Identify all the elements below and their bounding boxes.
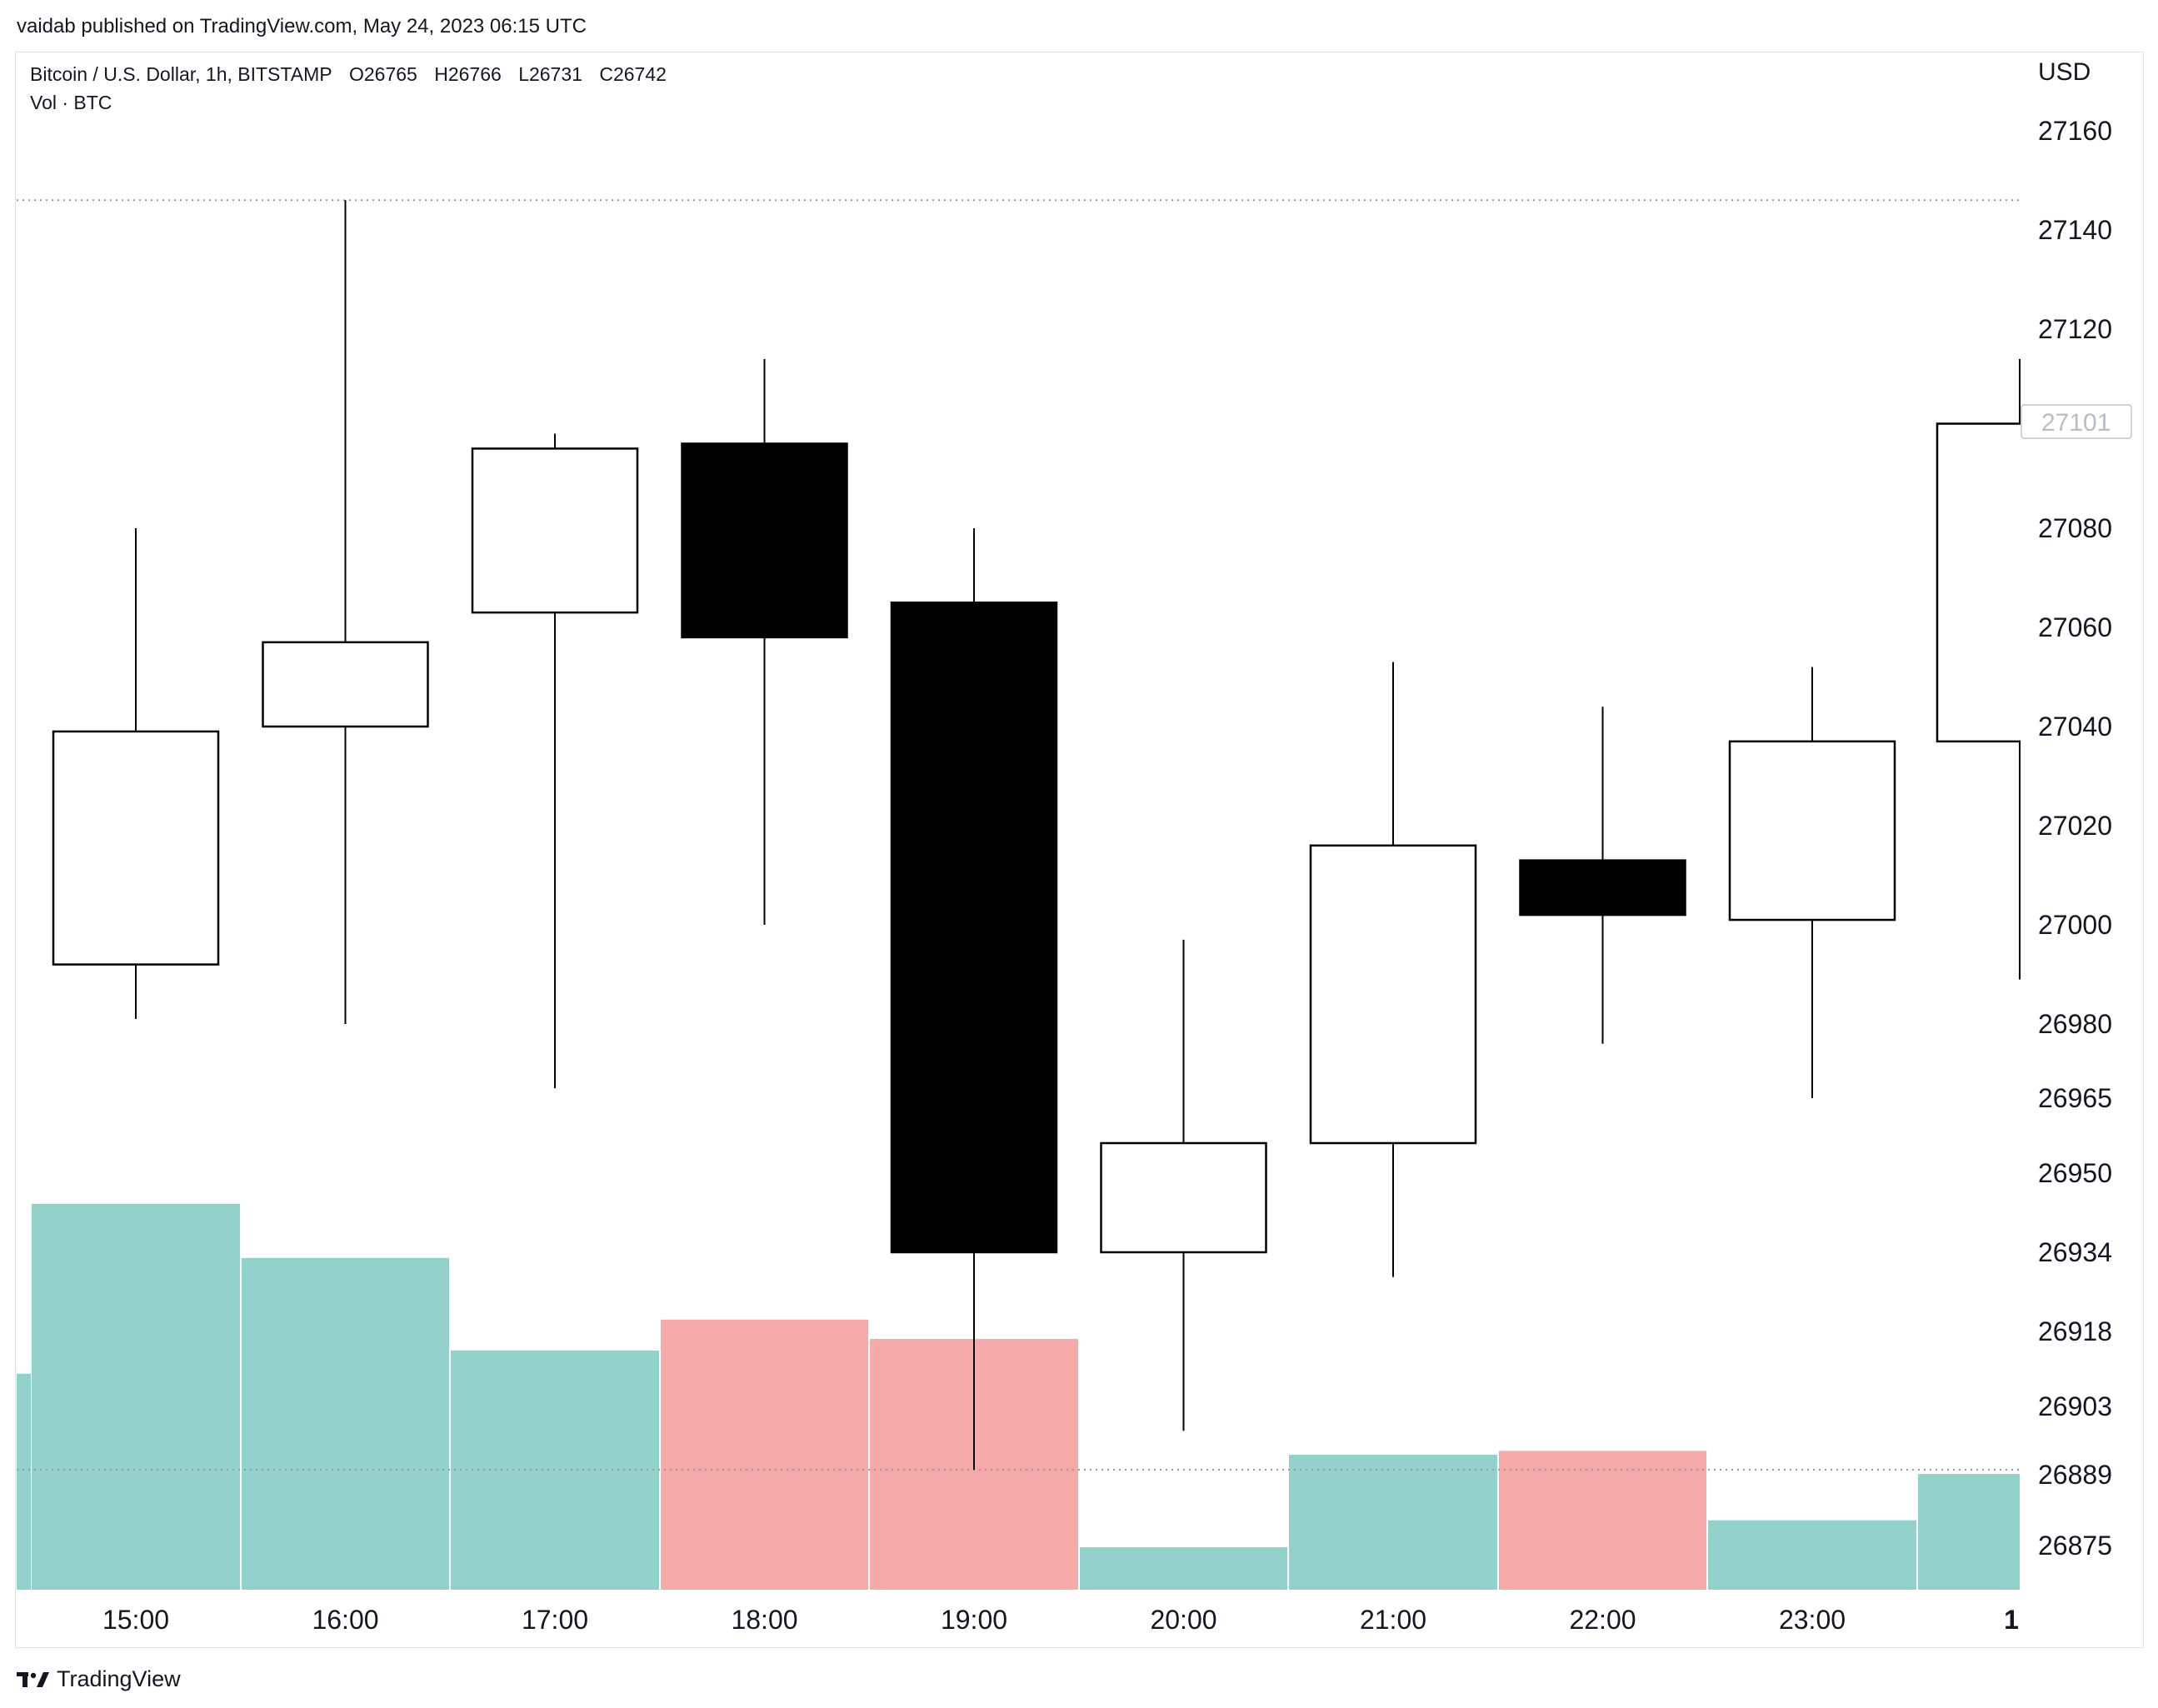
- time-tick-label: 21:00: [1360, 1605, 1426, 1635]
- candle-body: [1728, 740, 1896, 921]
- volume-bars: [17, 1204, 2020, 1590]
- volume-bar: [242, 1257, 449, 1590]
- price-tick-label: 26889: [2038, 1460, 2112, 1490]
- time-tick-label: 16:00: [312, 1605, 378, 1635]
- volume-bar: [1499, 1451, 1706, 1590]
- symbol-legend: Bitcoin / U.S. Dollar, 1h, BITSTAMP O267…: [30, 63, 678, 86]
- candle-body: [471, 447, 639, 614]
- time-tick-label: 22:00: [1569, 1605, 1636, 1635]
- time-tick-label: 1: [2004, 1605, 2019, 1635]
- candle-body: [1100, 1141, 1267, 1254]
- volume-bar: [661, 1319, 868, 1590]
- chart-frame[interactable]: [15, 52, 2144, 1648]
- price-tick-label: 27120: [2038, 314, 2112, 344]
- time-tick-label: 23:00: [1779, 1605, 1846, 1635]
- candle[interactable]: [1100, 939, 1267, 1431]
- candle[interactable]: [471, 433, 639, 1089]
- candle[interactable]: [52, 528, 220, 1020]
- dotted-price-lines: [17, 199, 2021, 1471]
- volume-bar: [1289, 1454, 1497, 1590]
- candle-body: [1936, 422, 2021, 743]
- price-tick-label: 27080: [2038, 513, 2112, 543]
- volume-bar: [32, 1204, 240, 1590]
- ohlc-open: O26765: [348, 63, 417, 85]
- candle[interactable]: [1728, 667, 1896, 1098]
- price-tick-label: 27040: [2038, 712, 2112, 742]
- price-tick-label: 26950: [2038, 1158, 2112, 1188]
- time-tick-label: 15:00: [102, 1605, 169, 1635]
- candle-body: [1519, 859, 1686, 916]
- candle-body: [262, 641, 429, 728]
- candle[interactable]: [890, 528, 1058, 1471]
- candle[interactable]: [1519, 707, 1686, 1044]
- brand-name: TradingView: [57, 1666, 181, 1691]
- symbol-name[interactable]: Bitcoin / U.S. Dollar, 1h, BITSTAMP: [30, 63, 332, 85]
- price-tick-label: 27020: [2038, 811, 2112, 841]
- volume-bar: [17, 1373, 31, 1590]
- candles: [52, 200, 2021, 1471]
- candle-body: [1309, 844, 1477, 1145]
- candle[interactable]: [1936, 358, 2021, 980]
- candle-body: [890, 602, 1058, 1254]
- price-tick-label: 27140: [2038, 215, 2112, 245]
- candle-body: [52, 730, 220, 966]
- price-tick-label: 26903: [2038, 1391, 2112, 1421]
- time-tick-label: 19:00: [941, 1605, 1007, 1635]
- price-axis: USD 27160 27140 27120 27080 27060 27040 27020 2…: [2038, 58, 2112, 1561]
- candle-body: [681, 442, 848, 639]
- current-price-tag-text: 27101: [2041, 409, 2111, 437]
- price-tick-label: 26918: [2038, 1316, 2112, 1346]
- ohlc-high: H26766: [434, 63, 502, 85]
- price-tick-label: 26980: [2038, 1009, 2112, 1039]
- tradingview-logo-icon: [17, 1671, 49, 1687]
- volume-bar: [1708, 1520, 1916, 1590]
- candle[interactable]: [262, 200, 429, 1024]
- published-by-line: vaidab published on TradingView.com, May…: [17, 15, 587, 37]
- ohlc-close: C26742: [599, 63, 667, 85]
- time-tick-label: 20:00: [1150, 1605, 1216, 1635]
- time-axis: 15:00 16:00 17:00 18:00 19:00 20:00 21:00 22:00…: [102, 1605, 2019, 1635]
- ohlc-low: L26731: [518, 63, 582, 85]
- volume-bar: [1918, 1474, 2020, 1590]
- currency-label: USD: [2038, 58, 2091, 86]
- price-tick-label: 27000: [2038, 910, 2112, 940]
- candle[interactable]: [1309, 662, 1477, 1277]
- current-price-tag: 27101: [2021, 404, 2132, 439]
- price-tick-label: 26875: [2038, 1531, 2112, 1561]
- price-tick-label: 26965: [2038, 1083, 2112, 1113]
- candle[interactable]: [681, 358, 848, 925]
- volume-legend[interactable]: Vol · BTC: [30, 92, 112, 113]
- price-tick-label: 27160: [2038, 116, 2112, 146]
- time-tick-label: 18:00: [731, 1605, 797, 1635]
- time-tick-label: 17:00: [522, 1605, 588, 1635]
- price-tick-label: 26934: [2038, 1237, 2112, 1267]
- tradingview-brand[interactable]: TradingView: [17, 1666, 181, 1692]
- volume-bar: [1080, 1547, 1287, 1590]
- price-tick-label: 27060: [2038, 612, 2112, 642]
